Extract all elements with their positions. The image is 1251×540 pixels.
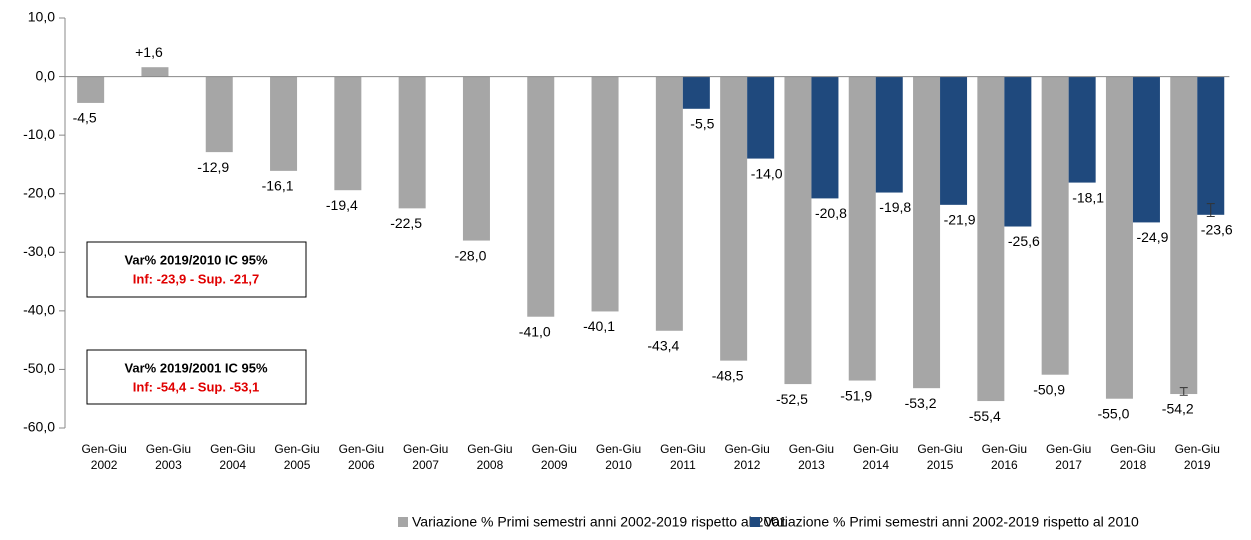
- bar: [1068, 76, 1096, 183]
- bar: [1004, 76, 1032, 227]
- x-tick-label: Gen-Giu 2002: [81, 442, 127, 472]
- y-tick-label: -50,0: [23, 360, 55, 376]
- x-tick-label: Gen-Giu 2012: [724, 442, 770, 472]
- y-tick-label: 10,0: [28, 9, 55, 25]
- data-label: -51,9: [840, 387, 872, 403]
- data-label: -50,9: [1033, 381, 1065, 397]
- annotation-box: [86, 241, 307, 298]
- legend-label: Variazione % Primi semestri anni 2002-20…: [764, 514, 1139, 530]
- data-label: +1,6: [135, 44, 163, 60]
- data-label: -21,9: [944, 212, 976, 228]
- data-label: -53,2: [905, 395, 937, 411]
- x-tick-label: Gen-Giu 2017: [1045, 442, 1092, 472]
- y-tick-label: -10,0: [23, 126, 55, 142]
- legend-swatch: [398, 517, 408, 527]
- x-tick-label: Gen-Giu 2019: [1174, 442, 1220, 472]
- x-tick-label: Gen-Giu 2005: [274, 442, 320, 472]
- y-tick-label: 0,0: [36, 67, 56, 83]
- data-label: -19,8: [879, 199, 911, 215]
- legend-swatch: [750, 517, 760, 527]
- bar: [977, 76, 1005, 402]
- bar: [141, 67, 169, 77]
- legend-label: Variazione % Primi semestri anni 2002-20…: [412, 514, 787, 530]
- data-label: -43,4: [647, 337, 679, 353]
- data-label: -48,5: [712, 367, 744, 383]
- bar: [591, 76, 619, 312]
- data-label: -19,4: [326, 197, 358, 213]
- bar: [270, 76, 298, 171]
- data-label: -5,5: [690, 115, 714, 131]
- x-tick-label: Gen-Giu 2014: [853, 442, 899, 472]
- bar: [77, 76, 105, 103]
- x-tick-label: Gen-Giu 2004: [210, 442, 256, 472]
- bar: [1197, 76, 1225, 215]
- data-label: -40,1: [583, 318, 615, 334]
- y-tick-label: -20,0: [23, 184, 55, 200]
- data-label: -52,5: [776, 391, 808, 407]
- data-label: -4,5: [73, 110, 97, 126]
- bar: [655, 76, 683, 331]
- data-label: -18,1: [1072, 189, 1104, 205]
- bar: [398, 76, 426, 209]
- x-tick-label: Gen-Giu 2010: [595, 442, 642, 472]
- x-tick-label: Gen-Giu 2011: [660, 442, 706, 472]
- x-tick-label: Gen-Giu 2007: [402, 442, 449, 472]
- bar: [1170, 76, 1198, 395]
- data-label: -22,5: [390, 215, 422, 231]
- data-label: -23,6: [1201, 222, 1233, 238]
- bar: [1105, 76, 1133, 399]
- x-tick-label: Gen-Giu 2013: [788, 442, 835, 472]
- bar: [747, 76, 775, 159]
- bar: [1132, 76, 1160, 223]
- data-label: -54,2: [1162, 401, 1194, 417]
- annotation-title: Var% 2019/2010 IC 95%: [124, 252, 268, 267]
- error-bar: [1179, 387, 1188, 396]
- bar: [913, 76, 941, 389]
- data-label: -12,9: [197, 159, 229, 175]
- data-label: -41,0: [519, 323, 551, 339]
- bar: [462, 76, 490, 241]
- x-tick-label: Gen-Giu 2016: [981, 442, 1028, 472]
- annotation-text: Inf: -54,4 - Sup. -53,1: [133, 379, 259, 394]
- annotation-text: Inf: -23,9 - Sup. -21,7: [133, 271, 259, 286]
- annotation-box: [86, 349, 307, 405]
- bar: [811, 76, 839, 199]
- bar: [1041, 76, 1069, 375]
- bar: [784, 76, 812, 385]
- data-label: -24,9: [1136, 229, 1168, 245]
- x-tick-label: Gen-Giu 2003: [145, 442, 192, 472]
- bar: [848, 76, 876, 381]
- x-tick-label: Gen-Giu 2008: [467, 442, 513, 472]
- annotation-title: Var% 2019/2001 IC 95%: [124, 360, 268, 375]
- x-tick-label: Gen-Giu 2009: [531, 442, 577, 472]
- bar: [720, 76, 748, 361]
- bar: [527, 76, 555, 317]
- bar: [875, 76, 903, 193]
- x-tick-label: Gen-Giu 2018: [1110, 442, 1156, 472]
- bar: [334, 76, 362, 191]
- x-tick-label: Gen-Giu 2015: [917, 442, 963, 472]
- x-tick-label: Gen-Giu 2006: [338, 442, 385, 472]
- data-label: -14,0: [751, 165, 783, 181]
- data-label: -25,6: [1008, 233, 1040, 249]
- data-label: -28,0: [454, 247, 486, 263]
- y-tick-label: -30,0: [23, 243, 55, 259]
- data-label: -16,1: [262, 178, 294, 194]
- bar: [682, 76, 710, 109]
- y-tick-label: -40,0: [23, 302, 55, 318]
- bar: [940, 76, 968, 205]
- y-tick-label: -60,0: [23, 419, 55, 435]
- data-label: -20,8: [815, 205, 847, 221]
- error-bar: [1206, 203, 1215, 218]
- data-label: -55,0: [1097, 405, 1129, 421]
- data-label: -55,4: [969, 408, 1001, 424]
- bar: [205, 76, 233, 153]
